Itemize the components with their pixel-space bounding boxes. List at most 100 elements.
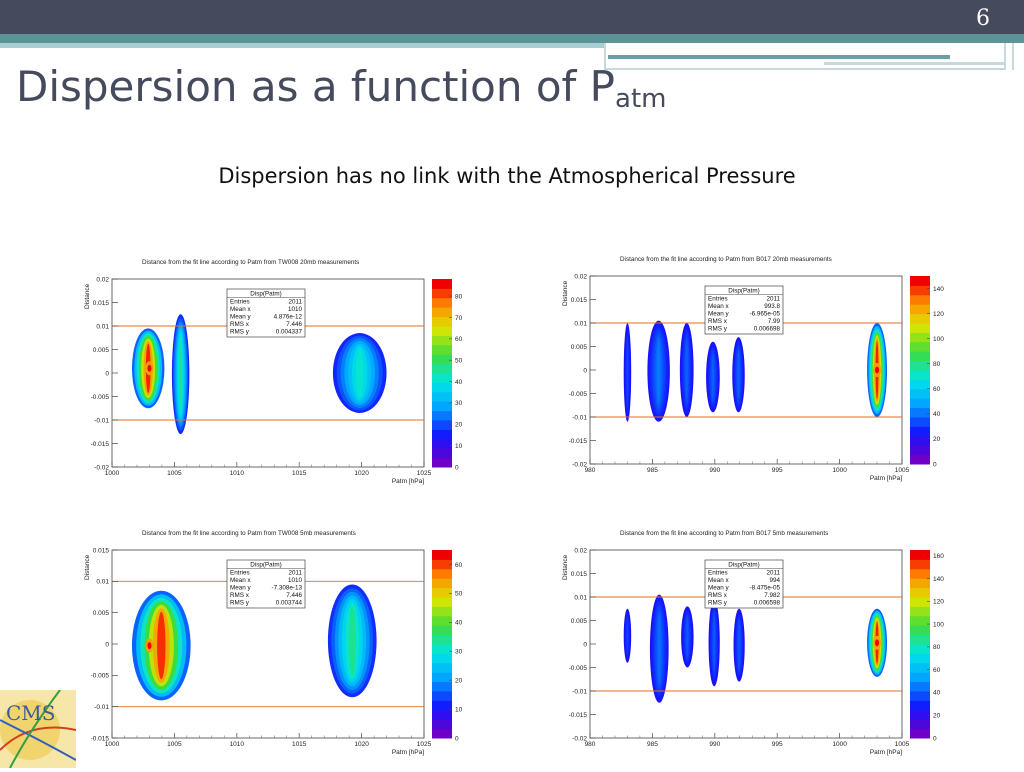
palette-cell	[910, 681, 930, 692]
density-contour	[348, 606, 356, 676]
palette-cell	[432, 587, 452, 598]
palette-cell	[910, 426, 930, 437]
stats-box: Disp(Patm)Entries 2011 Mean x 1010 Mean y -7.…	[226, 559, 306, 609]
palette-cell	[432, 625, 452, 636]
y-tick-label: -0.02	[572, 735, 587, 742]
stats-box-frame	[704, 559, 784, 609]
z-tick-label: 10	[455, 443, 463, 450]
y-tick-label: -0.01	[572, 414, 587, 421]
palette-cell	[910, 625, 930, 636]
density-blob	[327, 584, 377, 698]
y-tick-label: 0.005	[571, 344, 588, 351]
chart-svg: Distance from the fit line according to …	[84, 530, 463, 756]
palette-cell	[910, 285, 930, 296]
density-contour	[626, 342, 628, 403]
x-axis-label: Patm [hPa]	[870, 749, 902, 756]
density-contour	[685, 341, 688, 399]
z-tick-label: 60	[933, 386, 941, 393]
density-peak-core	[147, 364, 152, 372]
density-blob	[131, 590, 191, 701]
stats-value: -6.965e-05	[750, 311, 781, 318]
z-tick-label: 40	[933, 690, 941, 697]
stats-value: 0.006598	[754, 600, 781, 607]
x-tick-label: 980	[585, 467, 596, 474]
z-tick-label: 0	[933, 735, 937, 742]
palette-cell	[910, 728, 930, 739]
x-tick-label: 980	[585, 741, 596, 748]
density-contour	[686, 618, 689, 656]
slide-title-subscript: atm	[615, 84, 667, 114]
palette-cell	[432, 597, 452, 607]
palette-cell	[910, 370, 930, 380]
palette-cell	[432, 457, 452, 468]
palette-cell	[432, 559, 452, 570]
density-peak-core	[875, 366, 880, 374]
stats-box: Disp(Patm)Entries 2011 Mean x 1010 Mean y 4.8…	[226, 288, 306, 338]
stats-key: Mean x	[230, 577, 252, 584]
stats-key: Mean x	[230, 306, 252, 313]
density-contour	[657, 340, 661, 403]
stats-value: 2011	[766, 570, 780, 577]
palette-cell	[910, 559, 930, 570]
density-contour	[157, 611, 166, 680]
palette-cell	[910, 379, 930, 390]
stats-box: Disp(Patm)Entries 2011 Mean x 993.8 Mean y -6…	[704, 285, 784, 335]
header-accent-line	[0, 43, 604, 48]
palette-cell	[432, 410, 452, 421]
palette-cell	[910, 644, 930, 654]
stats-key: Mean y	[708, 585, 730, 592]
palette-cell	[910, 550, 930, 560]
density-blob	[732, 337, 745, 413]
z-tick-label: 80	[455, 293, 463, 300]
z-tick-label: 100	[933, 621, 944, 628]
palette-cell	[910, 691, 930, 701]
y-tick-label: 0.01	[96, 579, 109, 586]
palette-cell	[910, 597, 930, 607]
x-axis-label: Patm [hPa]	[870, 475, 902, 482]
stats-key: Mean y	[230, 585, 252, 592]
header-decoration-vline-2	[1012, 43, 1014, 70]
palette-cell	[910, 568, 930, 579]
z-tick-label: 0	[933, 461, 937, 468]
palette-cell	[432, 568, 452, 579]
palette-cell	[432, 279, 452, 289]
chart-b017-20mb: Distance from the fit line according to …	[560, 252, 960, 492]
density-blob	[708, 599, 720, 687]
x-tick-label: 1000	[832, 467, 847, 474]
palette-cell	[432, 719, 452, 730]
stats-value: -7.308e-13	[272, 585, 303, 592]
x-tick-label: 985	[647, 741, 658, 748]
slide-subtitle: Dispersion has no link with the Atmosphe…	[218, 164, 796, 188]
stats-value: 7.99	[768, 318, 781, 325]
stats-box-frame	[704, 285, 784, 335]
y-tick-label: 0.02	[574, 273, 587, 280]
palette-cell	[910, 700, 930, 711]
y-tick-label: 0.015	[571, 571, 588, 578]
z-tick-label: 120	[933, 311, 944, 318]
stats-box-frame	[226, 288, 306, 338]
palette-cell	[432, 344, 452, 355]
x-tick-label: 1000	[105, 741, 120, 748]
x-tick-label: 995	[772, 467, 783, 474]
chart-svg: Distance from the fit line according to …	[562, 256, 944, 482]
y-axis-label: Distance	[562, 280, 569, 306]
palette-cell	[432, 578, 452, 589]
palette-cell	[910, 294, 930, 305]
stats-value: 2011	[288, 570, 302, 577]
palette-cell	[910, 454, 930, 465]
stats-box-title: Disp(Patm)	[728, 562, 760, 569]
y-tick-label: 0.01	[574, 594, 587, 601]
x-tick-label: 990	[709, 741, 720, 748]
palette-cell	[432, 307, 452, 318]
stats-value: 0.006698	[754, 326, 781, 333]
chart-tw008-20mb: Distance from the fit line according to …	[82, 255, 482, 495]
y-tick-label: -0.015	[569, 438, 588, 445]
y-tick-label: 0.015	[93, 300, 110, 307]
cms-logo: CMS	[0, 689, 77, 769]
chart-title: Distance from the fit line according to …	[620, 530, 828, 537]
stats-value: 7.446	[286, 321, 302, 328]
x-tick-label: 1005	[167, 470, 182, 477]
density-blob	[867, 608, 888, 677]
stats-value: -8.475e-05	[750, 585, 781, 592]
palette-cell	[910, 445, 930, 456]
